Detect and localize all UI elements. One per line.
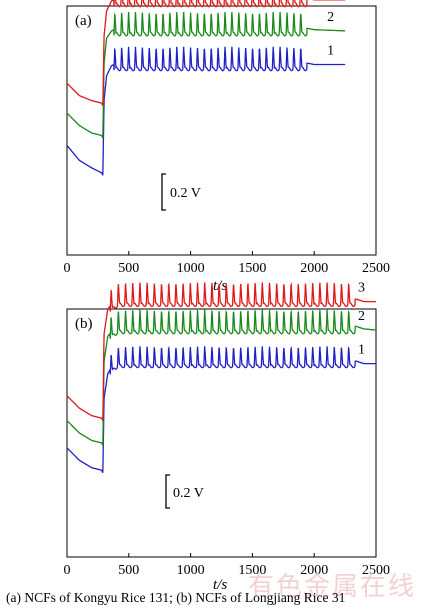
x-tick-label-a-1: 500 <box>118 261 139 276</box>
scale-bar-line-a <box>161 173 166 211</box>
series-line-a-3 <box>66 0 346 106</box>
x-axis-title-b: t/s <box>213 577 227 593</box>
x-tick-label-b-3: 1500 <box>238 563 266 578</box>
series-label-b-2: 2 <box>358 309 365 324</box>
scale-bar-label-b: 0.2 V <box>173 486 204 501</box>
series-label-a-2: 2 <box>327 10 334 25</box>
series-line-b-3 <box>66 282 376 421</box>
series-line-b-2 <box>66 309 377 446</box>
x-tick-label-a-3: 1500 <box>238 261 266 276</box>
panel-b: (b) 1 2 3 0 500 1000 1500 2000 2500 0.2 V t/s <box>64 281 391 593</box>
x-ticks-a: 0 500 1000 1500 2000 2500 <box>64 251 390 276</box>
scale-bar-line-b <box>165 474 170 509</box>
x-tick-label-a-4: 2000 <box>300 261 328 276</box>
series-group-a: 123 <box>66 0 346 176</box>
series-group-b: 1 2 3 <box>66 281 377 473</box>
figure-caption: (a) NCFs of Kongyu Rice 131; (b) NCFs of… <box>6 590 346 605</box>
scale-bar-label-a: 0.2 V <box>170 186 201 201</box>
watermark: 有色金属在线 <box>248 572 417 602</box>
series-line-b-1 <box>66 345 376 473</box>
series-line-a-2 <box>66 11 346 139</box>
x-ticks-b: 0 500 1000 1500 2000 2500 <box>64 553 390 578</box>
series-label-b-1: 1 <box>358 343 365 358</box>
x-tick-label-a-2: 1000 <box>177 261 205 276</box>
x-tick-label-a-5: 2500 <box>362 261 390 276</box>
plot-frame-b <box>66 308 377 558</box>
x-tick-label-b-1: 500 <box>118 563 139 578</box>
x-tick-label-b-4: 2000 <box>300 563 328 578</box>
panel-label-a: (a) <box>75 13 92 29</box>
x-tick-label-a-0: 0 <box>64 261 71 276</box>
series-label-a-1: 1 <box>327 44 334 59</box>
scale-bar-a: 0.2 V <box>161 173 201 211</box>
x-axis-title-a: t/s <box>213 278 227 294</box>
x-tick-label-b-2: 1000 <box>177 563 205 578</box>
scale-bar-b: 0.2 V <box>165 474 204 509</box>
series-label-b-3: 3 <box>358 281 365 296</box>
panel-label-b: (b) <box>75 316 93 332</box>
series-line-a-1 <box>66 46 346 176</box>
panel-a: (a) 1 2 3 0 500 1000 1500 2000 2500 0.2 V t/s <box>64 0 390 294</box>
x-tick-label-b-0: 0 <box>64 563 71 578</box>
x-tick-label-b-5: 2500 <box>362 563 390 578</box>
